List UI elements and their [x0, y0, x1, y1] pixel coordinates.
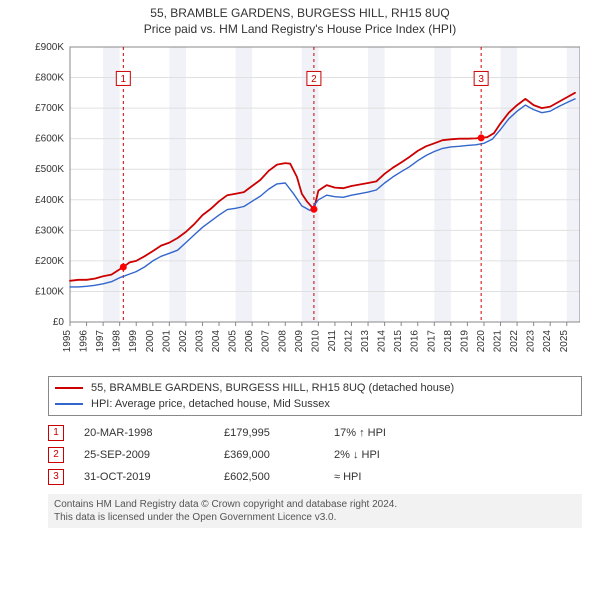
x-tick-label: 2007	[261, 330, 272, 353]
attribution: Contains HM Land Registry data © Crown c…	[48, 494, 582, 528]
x-tick-label: 2019	[459, 330, 470, 353]
series-line	[70, 93, 575, 281]
x-tick-label: 2016	[410, 330, 421, 353]
x-tick-label: 2006	[244, 330, 255, 353]
x-tick-label: 2015	[393, 330, 404, 353]
event-date: 31-OCT-2019	[84, 471, 224, 483]
legend: 55, BRAMBLE GARDENS, BURGESS HILL, RH15 …	[48, 376, 582, 416]
event-price: £179,995	[224, 427, 334, 439]
y-tick-label: £500K	[35, 164, 64, 175]
event-marker-badge: 2	[48, 447, 64, 463]
x-tick-label: 2003	[194, 330, 205, 353]
legend-swatch	[55, 387, 83, 389]
x-tick-label: 2013	[360, 330, 371, 353]
y-tick-label: £100K	[35, 286, 64, 297]
price-vs-hpi-chart: £0 £100K £200K £300K £400K £500K £600K £700K £80…	[20, 42, 580, 372]
legend-item: HPI: Average price, detached house, Mid …	[55, 396, 575, 412]
event-marker-dot	[478, 134, 485, 141]
x-tick-label: 2020	[476, 330, 487, 353]
events-table: 1 20-MAR-1998£179,99517% ↑ HPI 2 25-SEP-200…	[48, 422, 582, 488]
x-tick-label: 2014	[377, 330, 388, 353]
event-price: £602,500	[224, 471, 334, 483]
event-marker-badge: 1	[48, 425, 64, 441]
event-hpi-delta: ≈ HPI	[334, 471, 454, 483]
event-marker-label: 1	[121, 74, 127, 85]
y-tick-label: £300K	[35, 225, 64, 236]
x-tick-label: 2010	[310, 330, 321, 353]
y-tick-label: £900K	[35, 42, 64, 53]
x-tick-label: 2022	[509, 330, 520, 353]
y-tick-label: £700K	[35, 103, 64, 114]
x-tick-label: 2023	[526, 330, 537, 353]
y-tick-label: £600K	[35, 134, 64, 145]
legend-label: 55, BRAMBLE GARDENS, BURGESS HILL, RH15 …	[91, 382, 454, 394]
y-tick-label: £200K	[35, 256, 64, 267]
y-tick-label: £800K	[35, 73, 64, 84]
x-tick-label: 1995	[62, 330, 73, 353]
y-tick-label: £400K	[35, 195, 64, 206]
y-tick-label: £0	[53, 317, 65, 328]
event-date: 25-SEP-2009	[84, 449, 224, 461]
legend-item: 55, BRAMBLE GARDENS, BURGESS HILL, RH15 …	[55, 380, 575, 396]
x-tick-label: 2001	[161, 330, 172, 353]
attribution-line: Contains HM Land Registry data © Crown c…	[54, 498, 576, 511]
event-hpi-delta: 2% ↓ HPI	[334, 449, 454, 461]
x-tick-label: 2012	[343, 330, 354, 353]
event-date: 20-MAR-1998	[84, 427, 224, 439]
x-tick-label: 1997	[95, 330, 106, 353]
event-hpi-delta: 17% ↑ HPI	[334, 427, 454, 439]
x-tick-label: 1996	[79, 330, 90, 353]
x-tick-label: 2004	[211, 330, 222, 353]
event-marker-dot	[120, 264, 127, 271]
series-line	[70, 99, 575, 287]
legend-swatch	[55, 403, 83, 405]
x-tick-label: 2018	[443, 330, 454, 353]
x-tick-label: 2011	[327, 330, 338, 352]
x-tick-label: 2000	[145, 330, 156, 353]
x-tick-label: 1998	[112, 330, 123, 353]
x-tick-label: 2008	[277, 330, 288, 353]
event-marker-label: 2	[311, 74, 317, 85]
event-row: 2 25-SEP-2009£369,0002% ↓ HPI	[48, 444, 582, 466]
x-tick-label: 2005	[228, 330, 239, 353]
event-row: 1 20-MAR-1998£179,99517% ↑ HPI	[48, 422, 582, 444]
chart-title-address: 55, BRAMBLE GARDENS, BURGESS HILL, RH15 …	[0, 0, 600, 20]
event-marker-badge: 3	[48, 469, 64, 485]
event-marker-label: 3	[478, 74, 484, 85]
x-tick-label: 2017	[426, 330, 437, 353]
x-tick-label: 2021	[493, 330, 504, 353]
attribution-line: This data is licensed under the Open Gov…	[54, 511, 576, 524]
event-marker-dot	[310, 206, 317, 213]
x-tick-label: 1999	[128, 330, 139, 353]
x-tick-label: 2025	[559, 330, 570, 353]
chart-title-subtitle: Price paid vs. HM Land Registry's House …	[0, 20, 600, 36]
x-tick-label: 2024	[542, 330, 553, 353]
event-price: £369,000	[224, 449, 334, 461]
x-tick-label: 2002	[178, 330, 189, 353]
legend-label: HPI: Average price, detached house, Mid …	[91, 398, 330, 410]
x-tick-label: 2009	[294, 330, 305, 353]
event-row: 3 31-OCT-2019£602,500≈ HPI	[48, 466, 582, 488]
